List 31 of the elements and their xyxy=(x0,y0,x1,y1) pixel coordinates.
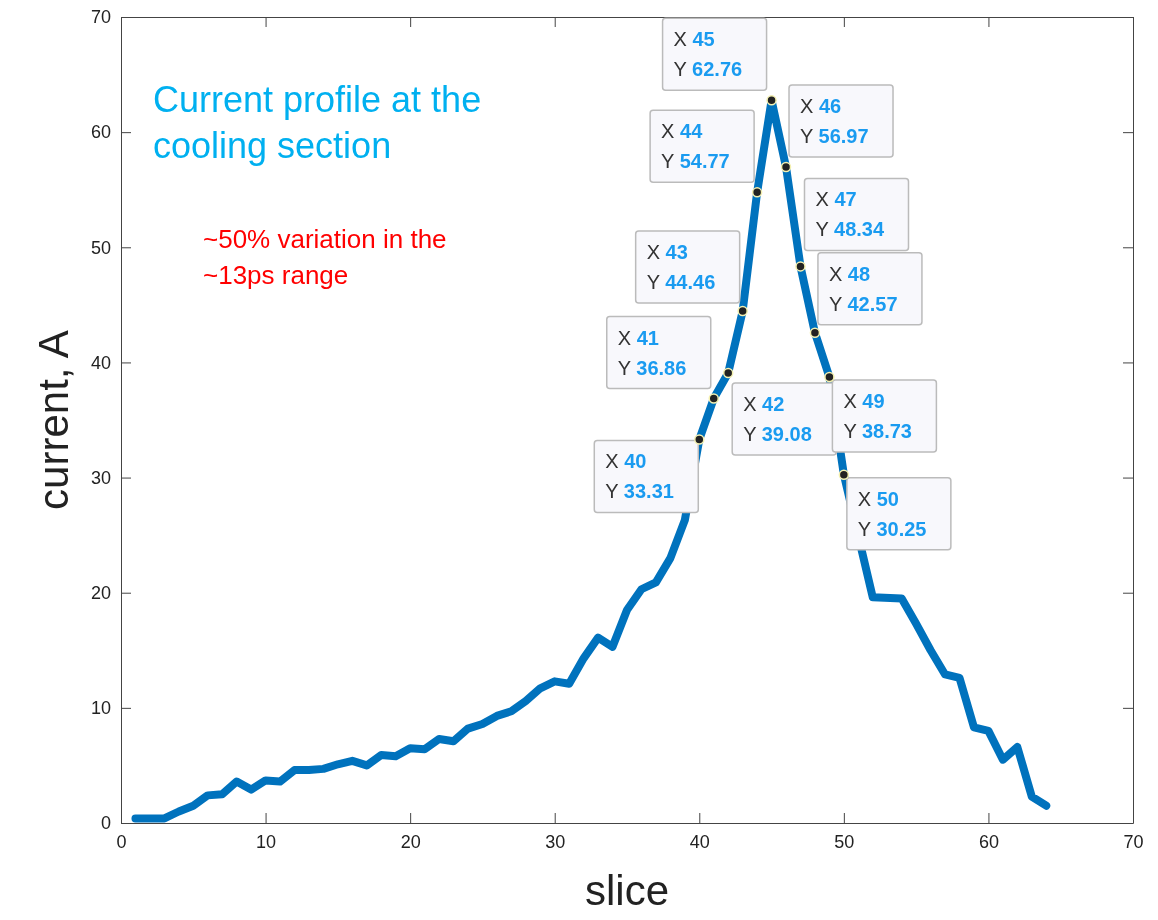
annotation: X 46 Y 56.97 xyxy=(800,95,869,148)
y-tick-label: 40 xyxy=(90,352,111,373)
x-tick-label: 60 xyxy=(978,831,999,852)
annotation: ~50% variation in the ~13ps range xyxy=(203,224,447,290)
x-tick-label: 70 xyxy=(1123,831,1144,852)
y-tick-label: 0 xyxy=(100,813,111,834)
annotation: X 47 Y 48.34 xyxy=(815,188,885,241)
annotation: X 41 Y 36.86 xyxy=(617,326,687,379)
x-axis-title: slice xyxy=(584,867,670,914)
x-tick-label: 0 xyxy=(116,831,127,852)
annotation: X 40 Y 33.31 xyxy=(605,450,674,503)
annotation: X 48 Y 42.57 xyxy=(828,262,898,315)
x-tick-label: 20 xyxy=(400,831,421,852)
annotation: X 43 Y 44.46 xyxy=(646,241,716,294)
y-tick-label: 30 xyxy=(90,467,111,488)
y-tick-label: 10 xyxy=(90,698,111,719)
y-tick-label: 50 xyxy=(90,237,111,258)
y-tick-label: 20 xyxy=(90,582,111,603)
annotation: Current profile at the cooling section xyxy=(153,79,482,166)
annotation: X 44 Y 54.77 xyxy=(661,120,730,173)
annotation: X 45 Y 62.76 xyxy=(673,28,743,81)
annotation: X 49 Y 38.73 xyxy=(843,390,913,443)
y-tick-label: 60 xyxy=(90,122,111,143)
x-tick-label: 30 xyxy=(545,831,566,852)
x-tick-label: 10 xyxy=(256,831,277,852)
annotation: X 50 Y 30.25 xyxy=(857,487,927,540)
y-tick-label: 70 xyxy=(90,7,111,28)
annotation: X 42 Y 39.08 xyxy=(743,393,812,446)
x-tick-label: 40 xyxy=(689,831,710,852)
y-axis-title: current, A xyxy=(30,330,77,510)
x-tick-label: 50 xyxy=(834,831,855,852)
